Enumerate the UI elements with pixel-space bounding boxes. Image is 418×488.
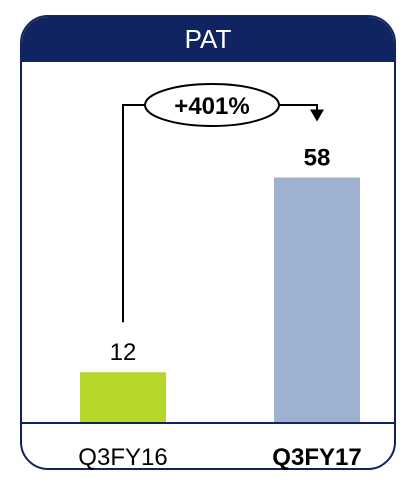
value-label-q3fy16: 12: [110, 339, 137, 366]
growth-arrow-icon: [310, 109, 324, 122]
value-label-q3fy17: 58: [304, 144, 331, 171]
growth-percent-label: +401%: [174, 93, 249, 120]
bar-q3fy17: [274, 177, 360, 423]
category-label-q3fy17: Q3FY17: [272, 444, 361, 471]
bar-q3fy16: [80, 372, 166, 423]
chart-title: PAT: [22, 17, 394, 62]
growth-callout-oval: [144, 83, 280, 127]
category-label-q3fy16: Q3FY16: [78, 444, 167, 471]
